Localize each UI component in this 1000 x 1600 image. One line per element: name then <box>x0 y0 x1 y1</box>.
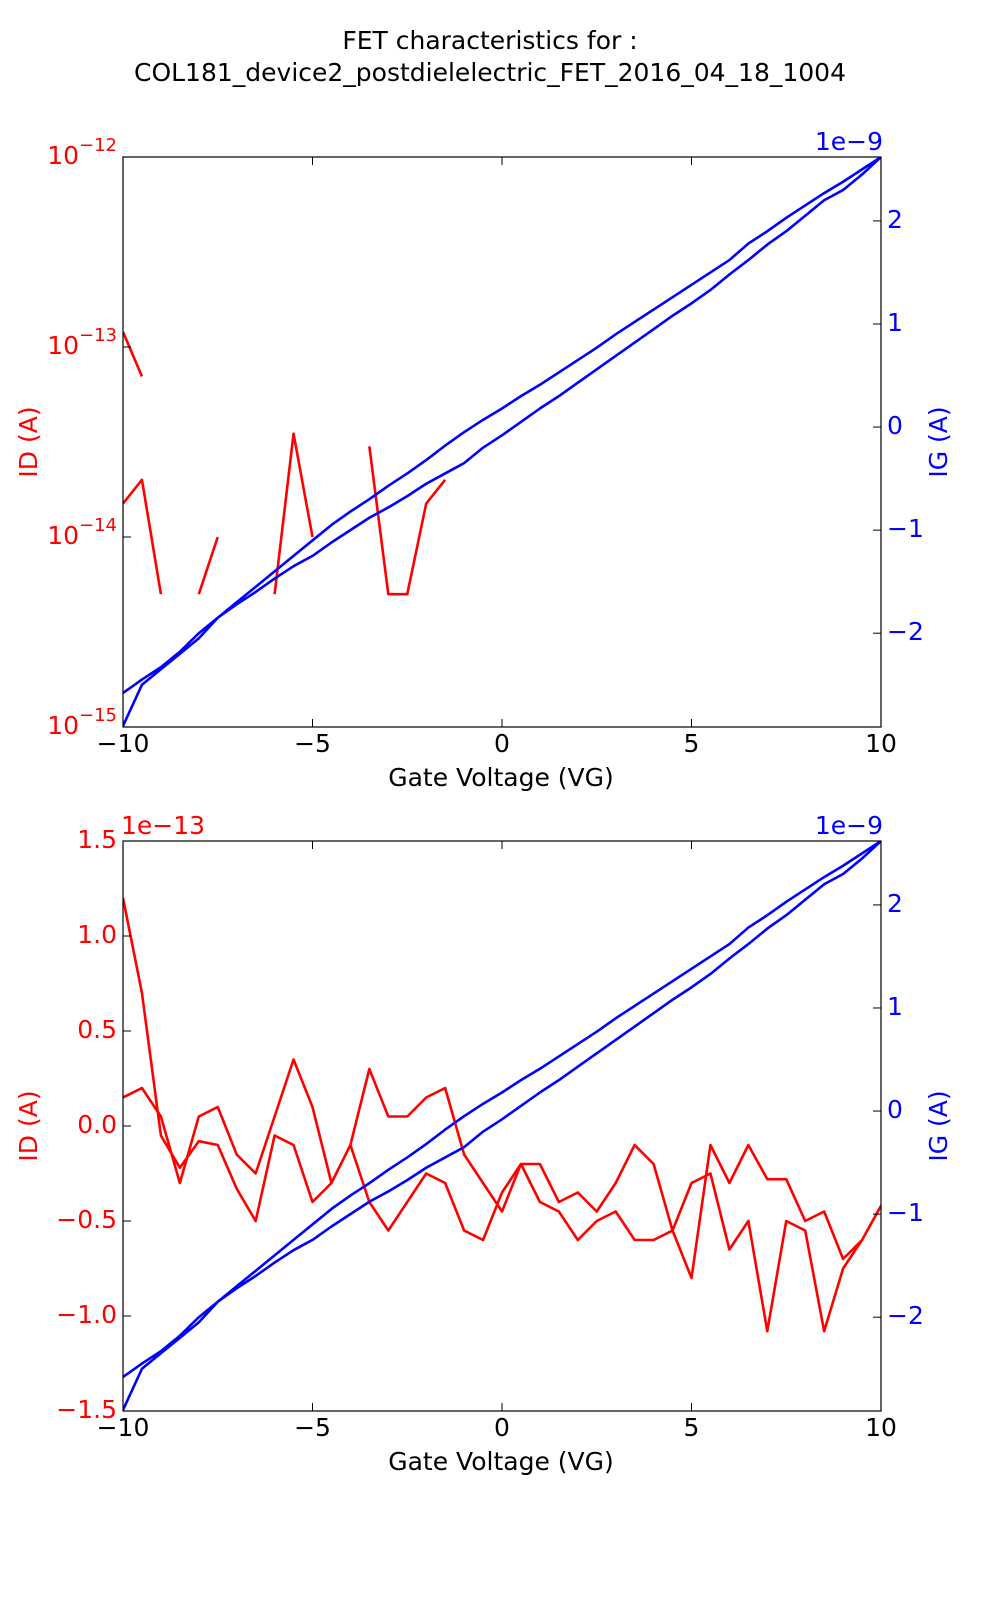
y-tick-label: −1.0 <box>56 1300 117 1329</box>
x-tick-label: 0 <box>494 729 510 758</box>
y-tick-label: 0.0 <box>77 1110 117 1139</box>
y-tick-label: 10−15 <box>47 705 117 740</box>
y-axis-label: ID (A) <box>14 406 43 477</box>
y2-tick-label: −2 <box>887 1301 924 1330</box>
x-axis-label: Gate Voltage (VG) <box>388 763 614 792</box>
y-axis-label: ID (A) <box>14 1090 43 1161</box>
y2-tick-label: 2 <box>887 205 903 234</box>
x-tick-label: 5 <box>684 1413 700 1442</box>
x-tick-label: −5 <box>294 729 331 758</box>
plot-frame <box>122 156 882 728</box>
figure-title: FET characteristics for : <box>342 26 637 55</box>
y-tick-label: 10−12 <box>47 135 117 170</box>
y2-tick-label: 2 <box>887 889 903 918</box>
data-line <box>123 897 881 1333</box>
y-tick-label: 10−14 <box>47 515 117 550</box>
y-tick-label: 1.0 <box>77 920 117 949</box>
y-offset-label: 1e−13 <box>121 811 205 840</box>
y-tick-label: 10−13 <box>47 325 117 360</box>
y2-axis-label: IG (A) <box>924 406 953 477</box>
y2-tick-label: 1 <box>887 308 903 337</box>
x-tick-label: 0 <box>494 1413 510 1442</box>
y-tick-label: 1.5 <box>77 825 117 854</box>
y2-tick-label: −1 <box>887 1198 924 1227</box>
x-tick-label: 5 <box>684 729 700 758</box>
y2-tick-label: 1 <box>887 992 903 1021</box>
y-tick-label: 0.5 <box>77 1015 117 1044</box>
y2-tick-label: −1 <box>887 514 924 543</box>
data-line <box>123 157 881 727</box>
y2-offset-label: 1e−9 <box>815 127 883 156</box>
y-tick-label: −0.5 <box>56 1205 117 1234</box>
data-line <box>123 841 881 1411</box>
x-tick-label: −5 <box>294 1413 331 1442</box>
y2-tick-label: 0 <box>887 1095 903 1124</box>
y2-axis-label: IG (A) <box>924 1090 953 1161</box>
figure-title: COL181_device2_postdielelectric_FET_2016… <box>134 58 846 87</box>
x-tick-label: −10 <box>97 1413 150 1442</box>
data-line <box>123 331 447 596</box>
y2-tick-label: 0 <box>887 411 903 440</box>
y2-offset-label: 1e−9 <box>815 811 883 840</box>
y-tick-label: −1.5 <box>56 1395 117 1424</box>
y2-tick-label: −2 <box>887 617 924 646</box>
x-tick-label: −10 <box>97 729 150 758</box>
x-tick-label: 10 <box>865 729 897 758</box>
x-axis-label: Gate Voltage (VG) <box>388 1447 614 1476</box>
x-tick-label: 10 <box>865 1413 897 1442</box>
